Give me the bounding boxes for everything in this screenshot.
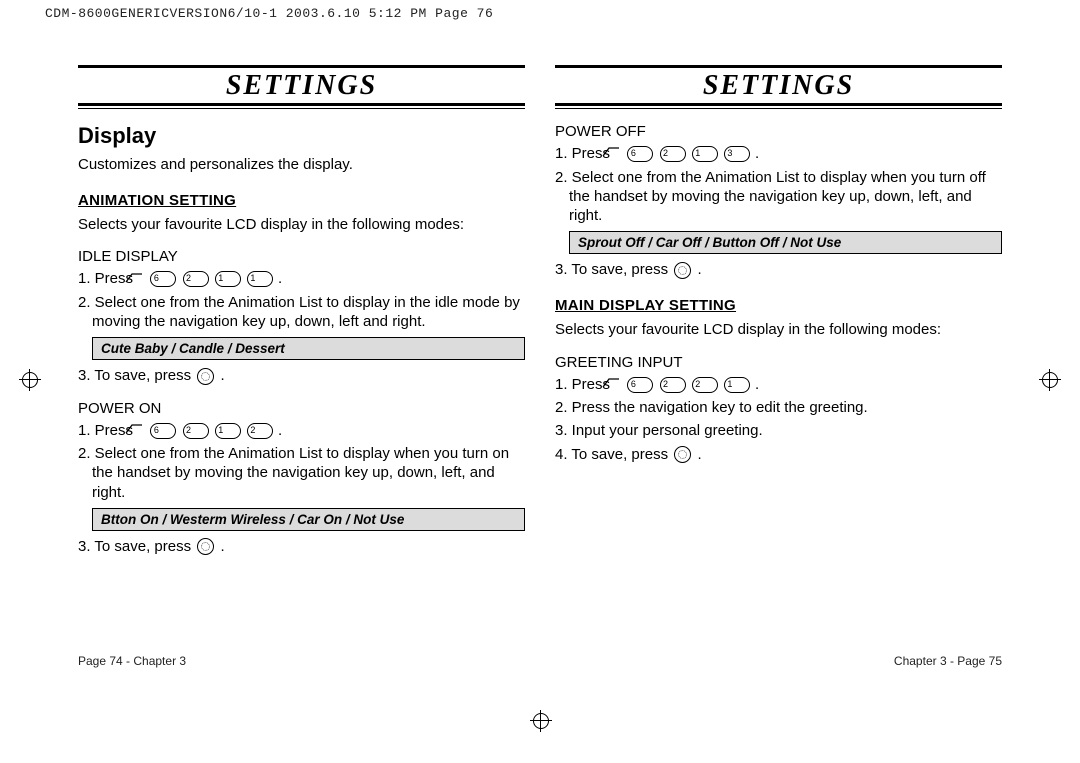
softkey-icon <box>616 144 620 163</box>
idle-label: IDLE DISPLAY <box>78 248 525 265</box>
key-1: 1 <box>724 377 750 393</box>
subheading-maindisplay: MAIN DISPLAY SETTING <box>555 297 1002 314</box>
content-spread: Settings Display Customizes and personal… <box>78 65 1002 668</box>
greet-step-1: 1. Press 6 2 2 1 . <box>555 375 1002 395</box>
pon-step-2: 2. Select one from the Animation List to… <box>78 444 525 502</box>
step-prefix: 4. To save, press <box>555 446 672 463</box>
preflight-header: CDM-8600GENERICVERSION6/10-1 2003.6.10 5… <box>45 6 493 21</box>
idle-step-1: 1. Press 6 2 1 1 . <box>78 269 525 289</box>
right-page: Settings POWER OFF 1. Press 6 2 1 3 . 2.… <box>555 65 1002 668</box>
softkey-icon <box>139 270 143 289</box>
intro-text: Customizes and personalizes the display. <box>78 155 525 174</box>
key-2: 2 <box>692 377 718 393</box>
step-suffix: . <box>697 261 701 278</box>
step-prefix: 3. To save, press <box>78 538 195 555</box>
page-title: Settings <box>78 70 525 102</box>
poweron-label: POWER ON <box>78 400 525 417</box>
section-heading: Display <box>78 123 525 149</box>
poff-options-box: Sprout Off / Car Off / Button Off / Not … <box>569 231 1002 254</box>
poff-step-2: 2. Select one from the Animation List to… <box>555 168 1002 226</box>
pon-options-box: Btton On / Westerm Wireless / Car On / N… <box>92 508 525 531</box>
ok-key-icon <box>674 446 691 463</box>
title-block: Settings <box>78 65 525 109</box>
idle-step-2: 2. Select one from the Animation List to… <box>78 293 525 331</box>
page-title: Settings <box>555 70 1002 102</box>
subheading-animation: ANIMATION SETTING <box>78 192 525 209</box>
key-2: 2 <box>660 146 686 162</box>
greet-step-2: 2. Press the navigation key to edit the … <box>555 398 1002 417</box>
step-suffix: . <box>278 422 282 439</box>
key-1: 1 <box>692 146 718 162</box>
greet-step-4: 4. To save, press . <box>555 445 1002 464</box>
ok-key-icon <box>197 368 214 385</box>
key-sequence: 6 2 1 1 <box>137 270 278 287</box>
softkey-icon <box>616 375 620 394</box>
anim-desc: Selects your favourite LCD display in th… <box>78 215 525 234</box>
title-block: Settings <box>555 65 1002 109</box>
step-suffix: . <box>220 367 224 384</box>
reg-mark <box>533 713 549 729</box>
footer-left: Page 74 - Chapter 3 <box>78 654 186 668</box>
step-suffix: . <box>697 446 701 463</box>
left-page: Settings Display Customizes and personal… <box>78 65 525 668</box>
softkey-icon <box>139 421 143 440</box>
pon-step-1: 1. Press 6 2 1 2 . <box>78 421 525 441</box>
key-1: 1 <box>215 423 241 439</box>
reg-mark <box>1042 372 1058 388</box>
pon-step-3: 3. To save, press . <box>78 537 525 556</box>
key-2: 2 <box>660 377 686 393</box>
step-suffix: . <box>755 145 759 162</box>
ok-key-icon <box>674 262 691 279</box>
key-sequence: 6 2 2 1 <box>614 376 755 393</box>
key-2: 2 <box>183 271 209 287</box>
step-suffix: . <box>220 538 224 555</box>
reg-mark <box>22 372 38 388</box>
idle-options-box: Cute Baby / Candle / Dessert <box>92 337 525 360</box>
key-sequence: 6 2 1 3 <box>614 145 755 162</box>
poff-step-3: 3. To save, press . <box>555 260 1002 279</box>
poweroff-label: POWER OFF <box>555 123 1002 140</box>
footer-right: Chapter 3 - Page 75 <box>894 654 1002 668</box>
step-suffix: . <box>755 376 759 393</box>
key-6: 6 <box>627 146 653 162</box>
greet-step-3: 3. Input your personal greeting. <box>555 421 1002 440</box>
poff-step-1: 1. Press 6 2 1 3 . <box>555 144 1002 164</box>
step-prefix: 3. To save, press <box>555 261 672 278</box>
key-6: 6 <box>627 377 653 393</box>
key-3: 3 <box>724 146 750 162</box>
key-1: 1 <box>215 271 241 287</box>
step-prefix: 3. To save, press <box>78 367 195 384</box>
key-6: 6 <box>150 271 176 287</box>
page-spread: CDM-8600GENERICVERSION6/10-1 2003.6.10 5… <box>0 0 1080 763</box>
main-desc: Selects your favourite LCD display in th… <box>555 320 1002 339</box>
key-sequence: 6 2 1 2 <box>137 422 278 439</box>
idle-step-3: 3. To save, press . <box>78 366 525 385</box>
ok-key-icon <box>197 538 214 555</box>
greeting-label: GREETING INPUT <box>555 354 1002 371</box>
step-suffix: . <box>278 270 282 287</box>
key-6: 6 <box>150 423 176 439</box>
key-2: 2 <box>183 423 209 439</box>
key-2: 2 <box>247 423 273 439</box>
key-1: 1 <box>247 271 273 287</box>
